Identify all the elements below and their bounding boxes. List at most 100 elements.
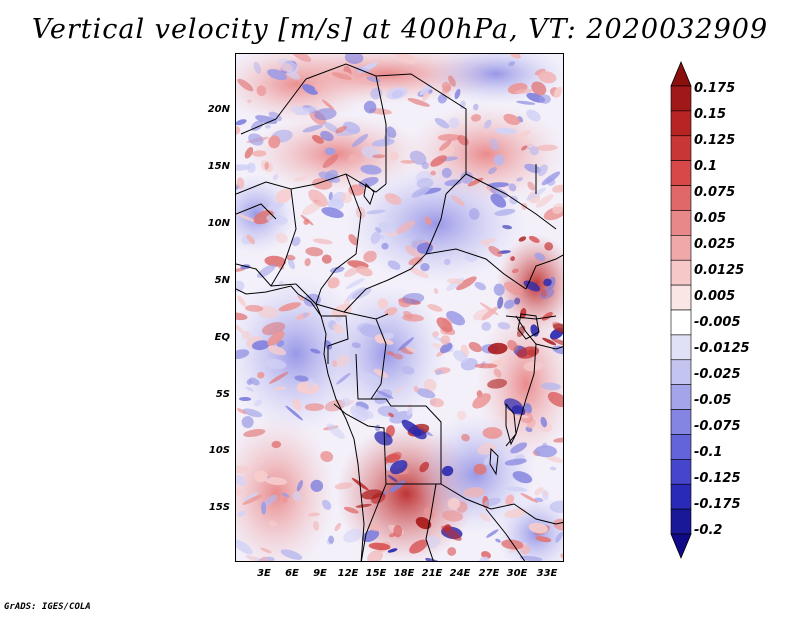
field-cell <box>388 480 406 493</box>
field-cell <box>292 398 302 411</box>
field-cell <box>534 445 557 458</box>
field-cell <box>508 61 516 67</box>
field-cell <box>236 164 252 171</box>
field-cell <box>287 258 295 270</box>
field-cell <box>400 160 415 164</box>
field-cell <box>479 302 499 316</box>
field-cell <box>237 295 246 307</box>
field-cell <box>253 399 262 407</box>
field-cell <box>503 486 528 492</box>
colorbar-band <box>670 185 692 211</box>
field-cell <box>266 214 288 225</box>
field-cell <box>555 531 563 543</box>
field-cell <box>408 257 423 266</box>
colorbar-label: -0.175 <box>694 497 741 512</box>
field-cell <box>425 557 446 561</box>
field-cell <box>413 385 419 393</box>
field-cell <box>421 161 430 170</box>
field-cell <box>280 549 303 560</box>
field-cell <box>355 503 372 508</box>
field-cell <box>341 192 352 204</box>
field-cell <box>269 520 278 527</box>
field-cell <box>419 461 430 473</box>
field-cell <box>378 221 396 234</box>
field-cell <box>313 520 320 531</box>
field-cell <box>371 138 395 147</box>
field-cell <box>391 194 396 198</box>
field-cell <box>550 466 557 471</box>
field-cell <box>381 242 389 250</box>
field-cell <box>239 396 252 402</box>
field-cell <box>542 337 557 346</box>
field-cell <box>236 126 241 135</box>
field-cell <box>356 265 373 277</box>
field-cell <box>256 85 267 97</box>
field-cell <box>267 345 287 356</box>
field-cell <box>494 127 517 135</box>
field-cell <box>430 170 436 176</box>
field-cell <box>376 390 394 399</box>
field-cell <box>539 94 551 104</box>
field-cell <box>549 500 563 513</box>
colorbar-label: -0.075 <box>694 419 741 434</box>
field-cell <box>236 475 247 486</box>
field-cell <box>264 162 269 170</box>
field-cell <box>474 282 487 291</box>
colorbar-bottom-arrow <box>670 533 692 560</box>
field-cell <box>386 126 397 138</box>
field-cell <box>474 363 498 369</box>
field-cell <box>385 453 401 464</box>
lat-label-5s: 5S <box>215 389 230 400</box>
field-cell <box>340 397 351 408</box>
field-cell <box>296 480 303 492</box>
field-cell <box>282 495 288 504</box>
field-cell <box>348 154 358 164</box>
field-cell <box>348 234 359 246</box>
field-cell <box>406 346 416 353</box>
field-cell <box>456 410 467 421</box>
colorbar-band <box>670 135 692 161</box>
field-cell <box>247 99 252 103</box>
field-cell <box>272 173 279 181</box>
field-cell <box>388 412 394 418</box>
field-cell <box>520 493 539 503</box>
field-cell <box>416 388 436 399</box>
lat-label-10n: 10N <box>207 218 230 229</box>
field-cell <box>521 145 528 151</box>
field-cell <box>547 391 563 408</box>
field-cell <box>534 487 544 496</box>
field-cell <box>523 280 541 292</box>
field-cell <box>444 179 462 186</box>
lon-label-15e: 15E <box>365 568 387 579</box>
field-cell <box>441 510 464 522</box>
field-cell <box>261 501 267 515</box>
field-cell <box>470 114 482 122</box>
field-cell <box>246 162 256 174</box>
field-patch <box>236 414 336 561</box>
field-cell <box>305 247 324 257</box>
lon-label-6e: 6E <box>285 568 299 579</box>
field-cell <box>348 184 365 196</box>
field-cell <box>513 297 521 305</box>
field-cell <box>535 536 552 543</box>
field-cell <box>367 550 383 561</box>
colorbar-label: 0.15 <box>694 107 727 122</box>
field-cell <box>437 93 448 104</box>
colorbar-top-arrow <box>670 60 692 87</box>
field-cell <box>336 372 351 385</box>
field-cell <box>310 348 321 354</box>
colorbar-label: 0.125 <box>694 133 736 148</box>
field-cell <box>264 124 271 129</box>
field-cell <box>511 268 519 274</box>
field-cell <box>387 260 401 270</box>
field-cell <box>368 542 391 551</box>
field-cell <box>310 479 324 493</box>
field-cell <box>322 154 339 168</box>
field-cell <box>314 108 337 121</box>
field-cell <box>504 458 527 466</box>
field-cell <box>278 302 301 312</box>
field-cell <box>484 119 492 129</box>
field-cell <box>302 312 308 317</box>
field-cell <box>508 183 517 192</box>
field-cell <box>424 216 433 226</box>
